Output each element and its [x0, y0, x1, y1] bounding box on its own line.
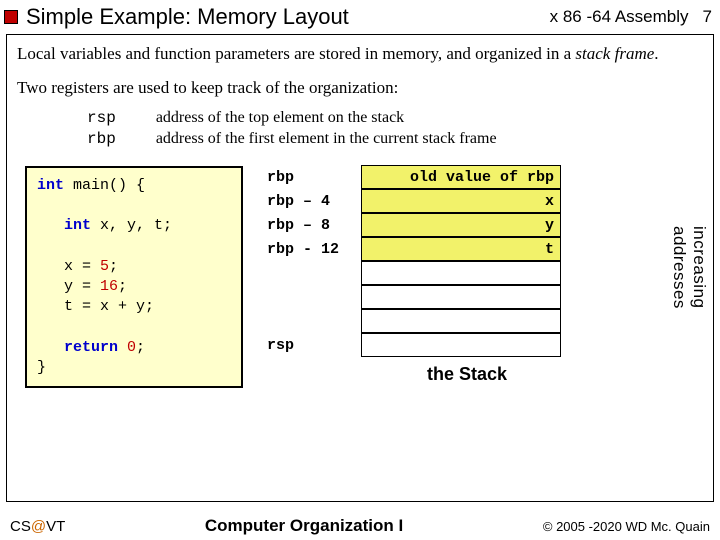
- footer-left: CS@VT: [10, 518, 65, 535]
- code-text: ;: [109, 258, 118, 275]
- code-text: x, y, t;: [91, 217, 172, 234]
- slide-footer: CS@VT Computer Organization I © 2005 -20…: [0, 516, 720, 536]
- register-names: rsp rbp: [87, 108, 116, 150]
- stack-row: [267, 262, 703, 286]
- stack-cell: [361, 333, 561, 357]
- slide-title: Simple Example: Memory Layout: [26, 4, 550, 30]
- footer-vt: VT: [46, 518, 65, 535]
- stack-caption: the Stack: [427, 364, 703, 385]
- stack-cell: [361, 261, 561, 285]
- code-box: int main() { int x, y, t; x = 5; y = 16;…: [25, 166, 243, 389]
- para1-text-a: Local variables and function parameters …: [17, 44, 575, 63]
- stack-row: rbpold value of rbp: [267, 166, 703, 190]
- page-number: 7: [703, 7, 712, 27]
- reg-desc-rsp: address of the top element on the stack: [156, 108, 497, 129]
- para1-text-c: .: [654, 44, 658, 63]
- stack-row: rbp – 8y: [267, 214, 703, 238]
- reg-rsp: rsp: [87, 108, 116, 129]
- stack-cell: x: [361, 189, 561, 213]
- increasing-addresses-label: increasing addresses: [669, 226, 709, 385]
- register-descriptions: address of the top element on the stack …: [156, 108, 497, 150]
- intro-paragraph: Local variables and function parameters …: [17, 43, 703, 64]
- code-num: 5: [100, 258, 109, 275]
- stack-area: rbpold value of rbprbp – 4xrbp – 8yrbp -…: [267, 166, 703, 385]
- code-kw: int: [37, 217, 91, 234]
- code-text: ;: [118, 278, 127, 295]
- stack-row-label: rbp – 4: [267, 193, 361, 210]
- footer-center: Computer Organization I: [205, 516, 403, 536]
- stack-cell: [361, 309, 561, 333]
- code-num: 16: [100, 278, 118, 295]
- stack-row: [267, 286, 703, 310]
- stack-cell: old value of rbp: [361, 165, 561, 189]
- stack-row: [267, 310, 703, 334]
- content-frame: Local variables and function parameters …: [6, 34, 714, 502]
- reg-rbp: rbp: [87, 129, 116, 150]
- code-text: t = x + y;: [37, 298, 154, 315]
- stack-cell: y: [361, 213, 561, 237]
- stack-row-label: rsp: [267, 337, 361, 354]
- stack-cell: t: [361, 237, 561, 261]
- stack-rows: rbpold value of rbprbp – 4xrbp – 8yrbp -…: [267, 166, 703, 358]
- slide-topic: x 86 -64 Assembly: [550, 7, 689, 27]
- stack-row: rbp - 12t: [267, 238, 703, 262]
- code-text: ;: [136, 339, 145, 356]
- code-text: x =: [37, 258, 100, 275]
- para1-italic: stack frame: [575, 44, 654, 63]
- stack-row-label: rbp - 12: [267, 241, 361, 258]
- slide-header: Simple Example: Memory Layout x 86 -64 A…: [0, 0, 720, 32]
- stack-cell: [361, 285, 561, 309]
- code-kw: int: [37, 177, 64, 194]
- footer-cs: CS: [10, 518, 31, 535]
- code-num: 0: [127, 339, 136, 356]
- code-text: y =: [37, 278, 100, 295]
- stack-row: rsp: [267, 334, 703, 358]
- lower-section: int main() { int x, y, t; x = 5; y = 16;…: [17, 166, 703, 389]
- code-text: }: [37, 359, 46, 376]
- bullet-icon: [4, 10, 18, 24]
- reg-desc-rbp: address of the first element in the curr…: [156, 129, 497, 150]
- stack-row: rbp – 4x: [267, 190, 703, 214]
- stack-row-label: rbp: [267, 169, 361, 186]
- register-block: rsp rbp address of the top element on th…: [87, 108, 703, 150]
- code-text: main() {: [64, 177, 145, 194]
- registers-intro: Two registers are used to keep track of …: [17, 78, 703, 98]
- footer-at: @: [31, 518, 46, 535]
- stack-row-label: rbp – 8: [267, 217, 361, 234]
- code-kw: return: [37, 339, 127, 356]
- footer-right: © 2005 -2020 WD Mc. Quain: [543, 519, 710, 534]
